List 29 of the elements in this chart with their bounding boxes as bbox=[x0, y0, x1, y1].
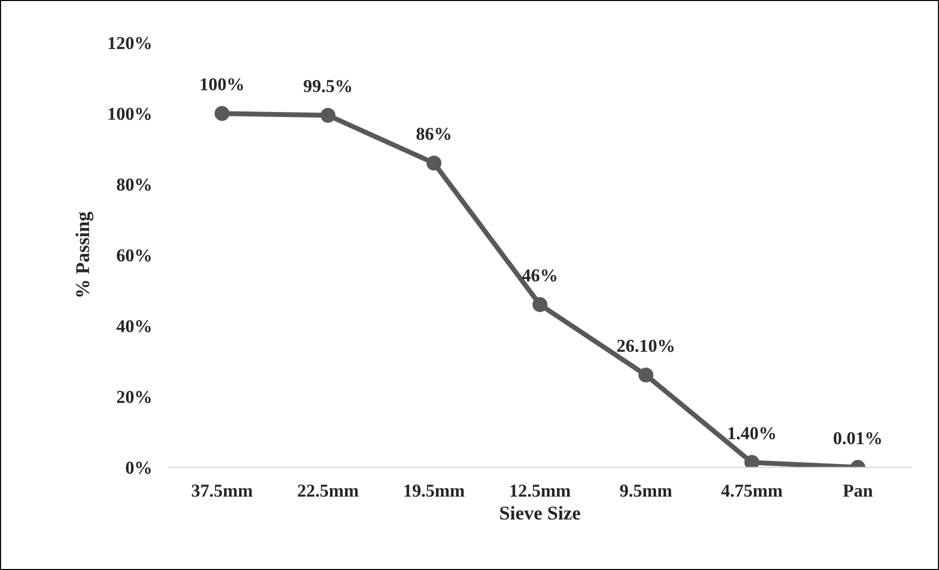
data-label: 0.01% bbox=[834, 432, 881, 444]
point bbox=[744, 454, 760, 468]
x-tick-label: 12.5mm bbox=[510, 484, 570, 497]
point bbox=[532, 297, 548, 312]
x-axis-title: Sieve Size bbox=[500, 506, 580, 520]
data-label: 1.40% bbox=[728, 427, 776, 440]
data-label: 86% bbox=[416, 128, 450, 140]
x-tick-label: 4.75mm bbox=[721, 484, 782, 497]
y-axis-title: % Passing bbox=[76, 212, 94, 297]
y-tick-label: 40% bbox=[116, 320, 151, 332]
point bbox=[214, 106, 230, 121]
y-tick-label: 120% bbox=[108, 37, 151, 50]
data-label: 26.10% bbox=[617, 340, 674, 352]
y-tick-label: 100% bbox=[108, 108, 151, 120]
y-tick-label: 60% bbox=[116, 249, 151, 262]
x-tick-label: 9.5mm bbox=[620, 484, 672, 497]
x-tick-label: 22.5mm bbox=[298, 484, 359, 497]
y-tick-label: 20% bbox=[117, 390, 151, 404]
data-label: 99.5% bbox=[304, 80, 352, 92]
y-tick-label: 0% bbox=[126, 462, 151, 474]
point bbox=[426, 156, 442, 171]
data-label: 46% bbox=[522, 269, 556, 282]
x-tick-label: 37.5mm bbox=[192, 484, 253, 497]
y-tick-label: 80% bbox=[116, 178, 151, 191]
point bbox=[638, 368, 654, 383]
x-tick-label: 19.5mm bbox=[404, 484, 464, 497]
data-label: 100% bbox=[200, 78, 243, 90]
x-tick-label: Pan bbox=[843, 484, 873, 497]
point bbox=[320, 108, 336, 123]
